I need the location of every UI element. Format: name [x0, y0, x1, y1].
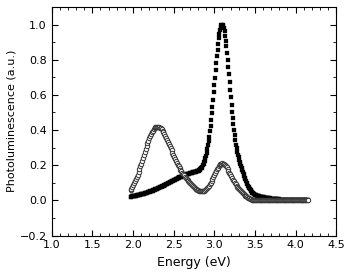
- X-axis label: Energy (eV): Energy (eV): [157, 256, 231, 269]
- Y-axis label: Photoluminescence (a.u.): Photoluminescence (a.u.): [7, 50, 17, 192]
